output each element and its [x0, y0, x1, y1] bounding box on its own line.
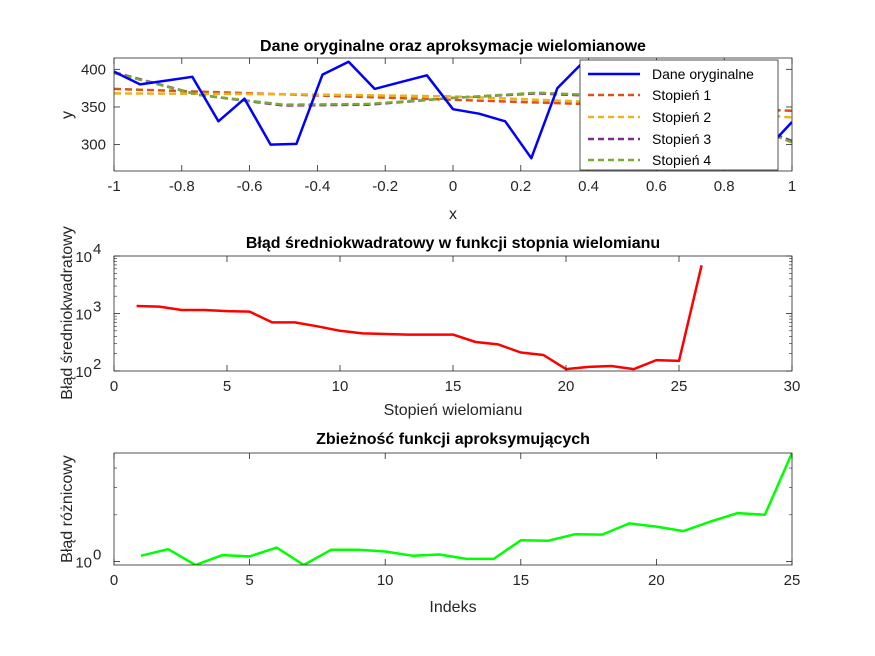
legend-label-deg4: Stopień 4 — [652, 152, 711, 168]
p1-xtick-label: -0.4 — [304, 178, 330, 195]
panel-3-xlabel: Indeks — [429, 599, 476, 616]
panel-3: Zbieżność funkcji aproksymujących 0 5 10 15… — [59, 431, 800, 616]
p2-ytick-label: 10 — [75, 364, 92, 381]
panel-2-xlabel: Stopień wielomianu — [384, 402, 523, 419]
panel-3-yticks: 10 0 — [75, 467, 792, 572]
p1-series-4-line — [114, 71, 792, 144]
p1-xtick-label: -0.8 — [169, 178, 195, 195]
p1-ytick-label: 400 — [81, 61, 106, 78]
p2-xtick-label: 5 — [223, 378, 231, 395]
p1-xtick-label: -0.6 — [237, 178, 263, 195]
p2-series-0-line — [136, 265, 703, 371]
p1-xtick-label: -0.2 — [372, 178, 398, 195]
panel-2-title: Błąd średniokwadratowy w funkcji stopnia… — [246, 235, 660, 252]
p3-xtick-label: 25 — [784, 572, 801, 589]
panel-2-xticks: 0 5 10 15 20 25 30 — [110, 256, 801, 395]
panel-2-lines — [136, 265, 703, 371]
legend-item-deg4: Stopień 4 — [588, 152, 711, 168]
legend: Dane oryginalne Stopień 1 Stopień 2 Stop… — [579, 59, 779, 171]
p2-ytick-exponent: 2 — [93, 356, 101, 373]
p2-xtick-label: 15 — [445, 378, 462, 395]
p1-xtick-label: 1 — [788, 178, 796, 195]
p2-xtick-label: 30 — [784, 378, 801, 395]
p2-xtick-label: 20 — [558, 378, 575, 395]
p1-xtick-label: 0.2 — [510, 178, 531, 195]
panel-1-xlabel: x — [449, 206, 457, 223]
panel-3-lines — [140, 453, 792, 565]
panel-1-title: Dane oryginalne oraz aproksymacje wielom… — [260, 38, 646, 55]
p2-xtick-label: 10 — [332, 378, 349, 395]
panel-1-ylabel: y — [59, 111, 76, 119]
p3-xtick-label: 10 — [377, 572, 394, 589]
panel-2: Błąd średniokwadratowy w funkcji stopnia… — [59, 226, 800, 419]
legend-item-deg2: Stopień 2 — [588, 109, 711, 125]
panel-3-ylabel: Błąd różnicowy — [59, 455, 76, 563]
panel-3-xticks: 0 5 10 15 20 25 — [110, 453, 801, 589]
panel-1-xticks: -1 -0.8 -0.6 -0.4 -0.2 0 0.2 0.4 0.6 0.8 1 — [107, 58, 796, 195]
p1-ytick-label: 300 — [81, 137, 106, 154]
legend-label-deg1: Stopień 1 — [652, 87, 711, 103]
p1-xtick-label: -1 — [107, 178, 120, 195]
legend-box — [579, 59, 779, 171]
p2-ytick-exponent: 3 — [93, 299, 101, 316]
legend-item-data: Dane oryginalne — [588, 66, 754, 82]
p1-xtick-label: 0.6 — [646, 178, 667, 195]
legend-label-deg3: Stopień 3 — [652, 131, 711, 147]
p2-ytick-exponent: 4 — [93, 241, 101, 258]
p1-ytick-label: 350 — [81, 99, 106, 116]
panel-1: Dane oryginalne oraz aproksymacje wielom… — [59, 38, 796, 223]
legend-item-deg3: Stopień 3 — [588, 131, 711, 147]
panel-1-yticks: 300 350 400 — [81, 61, 792, 154]
panel-3-axes-box — [113, 452, 793, 566]
p3-xtick-label: 20 — [648, 572, 665, 589]
p3-ytick-label: 10 — [75, 555, 92, 572]
legend-label-deg2: Stopień 2 — [652, 109, 711, 125]
p3-xtick-label: 15 — [512, 572, 529, 589]
legend-item-deg1: Stopień 1 — [588, 87, 711, 103]
p3-xtick-label: 5 — [245, 572, 253, 589]
p1-xtick-label: 0 — [449, 178, 457, 195]
legend-label-data: Dane oryginalne — [652, 66, 754, 82]
p3-ytick-exponent: 0 — [93, 547, 101, 564]
p2-xtick-label: 25 — [671, 378, 688, 395]
p1-xtick-label: 0.4 — [578, 178, 599, 195]
panel-2-ylabel: Błąd średniokwadratowy — [59, 226, 76, 399]
panel-3-title: Zbieżność funkcji aproksymujących — [316, 431, 590, 448]
p2-ytick-label: 10 — [75, 307, 92, 324]
p3-series-0-line — [140, 453, 792, 565]
p3-xtick-label: 0 — [110, 572, 118, 589]
p2-xtick-label: 0 — [110, 378, 118, 395]
p2-ytick-label: 10 — [75, 249, 92, 266]
p1-xtick-label: 0.8 — [714, 178, 735, 195]
